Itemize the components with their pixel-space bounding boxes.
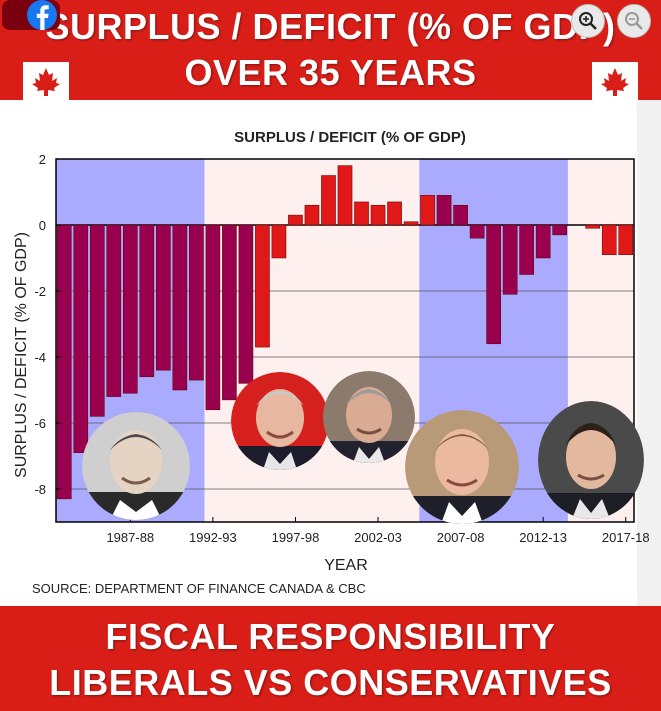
- bar-8: [189, 224, 204, 381]
- x-tick-label: 2002-03: [354, 530, 402, 545]
- plot-frame: [55, 158, 635, 523]
- bar-30: [552, 224, 567, 236]
- headline-line-1: SURPLUS / DEFICIT (% OF GDP): [45, 6, 616, 47]
- y-tick-label: 2: [39, 152, 46, 167]
- y-tick-label: -4: [34, 350, 46, 365]
- bar-7: [172, 224, 188, 391]
- zoom-out-icon: [625, 12, 643, 30]
- bar-28: [519, 224, 534, 275]
- bottom-banner: [0, 606, 661, 711]
- bar-11: [238, 224, 254, 384]
- bar-4: [123, 224, 138, 394]
- y-tick-label: -2: [34, 284, 46, 299]
- headline-line-2: OVER 35 YEARS: [184, 52, 477, 93]
- footer-line-1: FISCAL RESPONSIBILITY: [105, 616, 556, 657]
- source-note: SOURCE: DEPARTMENT OF FINANCE CANADA & C…: [32, 581, 366, 596]
- portrait-2: [231, 372, 329, 470]
- bar-21: [403, 221, 419, 226]
- bar-17: [337, 165, 353, 226]
- bar-2: [89, 224, 105, 417]
- y-tick-label: -8: [34, 482, 46, 497]
- bar-13: [271, 224, 287, 259]
- bar-0: [56, 224, 72, 500]
- y-axis-label: SURPLUS / DEFICIT (% OF GDP): [13, 232, 30, 478]
- bar-34: [618, 224, 634, 255]
- bar-12: [255, 224, 270, 348]
- bar-22: [420, 195, 435, 226]
- bar-9: [205, 224, 221, 411]
- bar-24: [453, 204, 468, 226]
- bar-10: [222, 224, 237, 401]
- bar-32: [585, 224, 601, 229]
- x-tick-label: 1992-93: [189, 530, 237, 545]
- bar-5: [139, 224, 155, 378]
- right-edge-strip: [637, 100, 661, 606]
- x-tick-label: 2012-13: [519, 530, 567, 545]
- x-tick-label: 2017-18: [602, 530, 650, 545]
- bar-1: [73, 224, 89, 453]
- bar-33: [601, 224, 617, 255]
- bar-6: [156, 224, 171, 371]
- bar-19: [370, 204, 386, 226]
- portrait-1: [82, 412, 190, 520]
- x-axis-label: YEAR: [324, 557, 368, 574]
- canada-flag-left-icon: [0, 62, 92, 100]
- zoom-in-button[interactable]: [571, 4, 605, 38]
- facebook-icon[interactable]: [2, 0, 60, 30]
- chart: 2 0 -2 -4 -6 -8 1987-88 1992-93 1997-98 2002-03 20…: [13, 129, 650, 574]
- y-tick-label: -6: [34, 416, 46, 431]
- bar-14: [288, 214, 303, 226]
- x-tick-label: 1987-88: [106, 530, 154, 545]
- portrait-4: [405, 410, 519, 524]
- portrait-3: [323, 371, 415, 463]
- bar-15: [304, 204, 320, 226]
- bar-29: [535, 224, 551, 259]
- bar-26: [486, 224, 501, 345]
- footer-line-2: LIBERALS VS CONSERVATIVES: [49, 662, 612, 703]
- zoom-in-icon: [579, 12, 597, 30]
- x-tick-label: 1997-98: [272, 530, 320, 545]
- bar-16: [321, 175, 336, 226]
- portrait-5: [538, 401, 644, 519]
- bar-23: [436, 195, 452, 226]
- bar-27: [502, 224, 518, 295]
- y-tick-label: 0: [39, 218, 46, 233]
- bar-18: [354, 201, 369, 226]
- top-banner: [0, 0, 661, 100]
- bar-3: [106, 224, 122, 397]
- zoom-out-button[interactable]: [617, 4, 651, 38]
- bar-25: [469, 224, 485, 239]
- chart-title: SURPLUS / DEFICIT (% OF GDP): [234, 129, 466, 146]
- canada-flag-right-icon: [569, 62, 661, 100]
- x-tick-label: 2007-08: [437, 530, 485, 545]
- bar-20: [387, 201, 402, 226]
